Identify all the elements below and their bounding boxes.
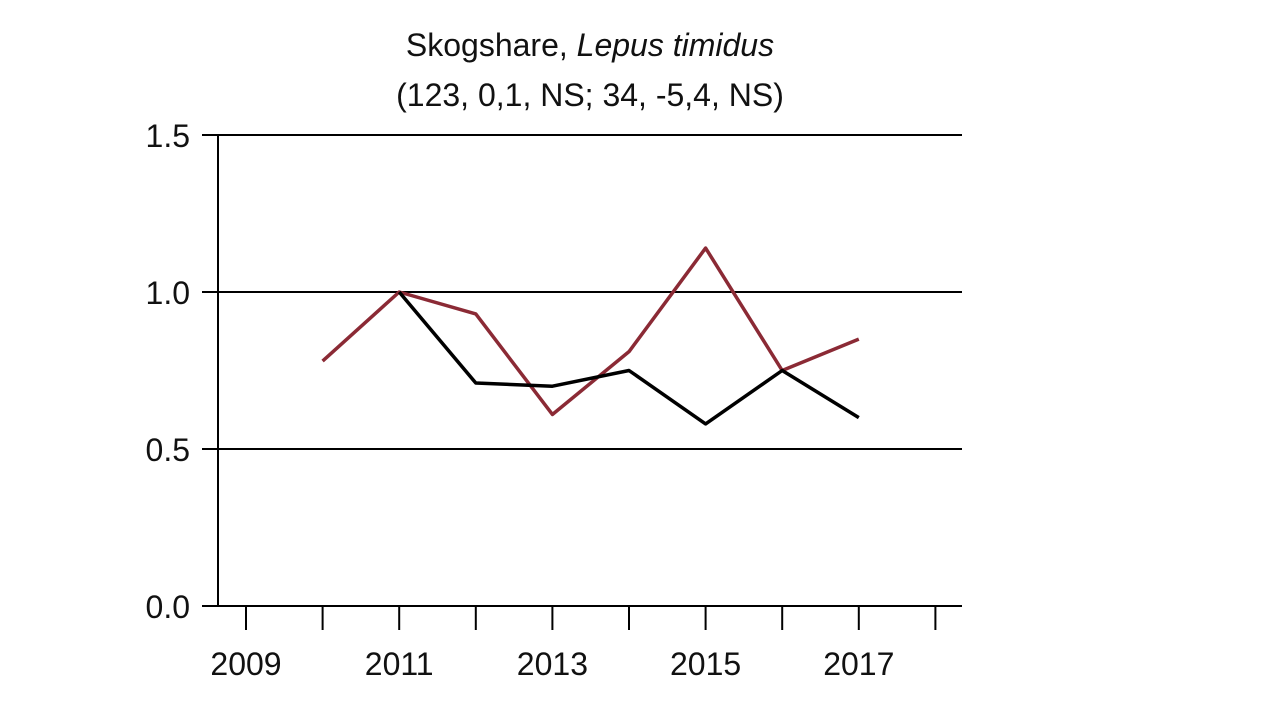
- y-tick-label: 0.5: [146, 432, 190, 468]
- x-tick-label: 2015: [670, 646, 741, 682]
- chart-title: Skogshare, Lepus timidus: [406, 27, 774, 63]
- y-tick-label: 1.0: [146, 275, 190, 311]
- x-tick-label: 2017: [823, 646, 894, 682]
- x-tick-label: 2011: [365, 646, 434, 682]
- y-tick-label: 0.0: [146, 589, 190, 625]
- series-line-red: [321, 246, 860, 417]
- chart-subtitle: (123, 0,1, NS; 34, -5,4, NS): [396, 77, 784, 113]
- x-tick-label: 2009: [210, 646, 281, 682]
- x-tick-label: 2013: [517, 646, 588, 682]
- y-tick-label: 1.5: [146, 118, 190, 154]
